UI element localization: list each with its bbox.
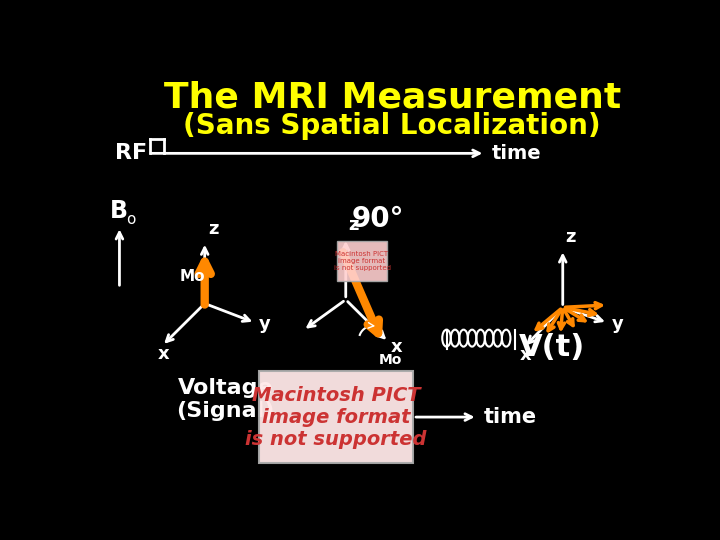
- FancyBboxPatch shape: [259, 372, 413, 463]
- Text: 90°: 90°: [352, 205, 405, 233]
- Text: RF: RF: [114, 143, 147, 163]
- Text: y: y: [259, 315, 271, 333]
- Text: x: x: [520, 346, 532, 364]
- Text: z: z: [565, 228, 575, 246]
- Text: time: time: [484, 407, 537, 427]
- Text: z: z: [348, 216, 359, 234]
- Text: Mo: Mo: [378, 353, 402, 367]
- Text: y: y: [611, 315, 624, 333]
- Text: Voltage
(Signal): Voltage (Signal): [176, 378, 275, 421]
- FancyBboxPatch shape: [337, 241, 387, 281]
- Text: time: time: [492, 144, 541, 163]
- Text: B: B: [110, 199, 128, 222]
- Text: The MRI Measurement: The MRI Measurement: [163, 80, 621, 114]
- Text: o: o: [127, 212, 136, 226]
- Text: V(t): V(t): [518, 333, 585, 362]
- Text: Macintosh PICT
image format
is not supported: Macintosh PICT image format is not suppo…: [333, 251, 390, 271]
- Text: x: x: [158, 345, 170, 362]
- Text: (Sans Spatial Localization): (Sans Spatial Localization): [184, 112, 601, 140]
- Text: z: z: [208, 220, 218, 238]
- Text: Macintosh PICT
image format
is not supported: Macintosh PICT image format is not suppo…: [246, 386, 427, 449]
- Text: Mo: Mo: [180, 269, 205, 284]
- Text: x: x: [391, 339, 402, 356]
